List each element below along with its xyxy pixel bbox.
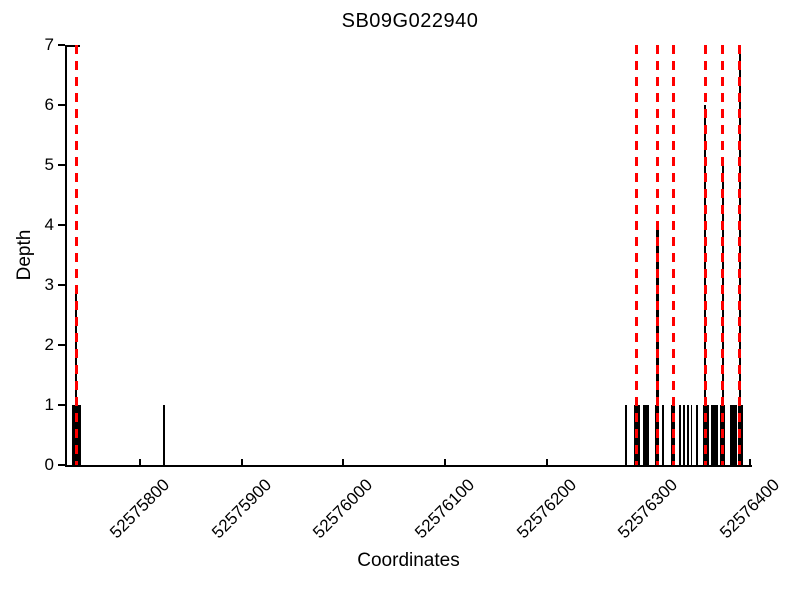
- x-tick-label: 52576300: [614, 475, 682, 543]
- x-tick: [647, 459, 650, 465]
- depth-bar: [683, 405, 685, 465]
- y-tick-label: 7: [44, 35, 54, 54]
- depth-bar: [661, 405, 665, 465]
- y-tick: [58, 404, 65, 406]
- marker-line: [656, 45, 659, 465]
- x-tick: [342, 459, 345, 465]
- depth-bar: [679, 405, 681, 465]
- y-tick-label: 5: [44, 155, 54, 174]
- y-tick: [58, 284, 65, 286]
- y-axis-label: Depth: [14, 229, 35, 281]
- x-tick-label: 52576200: [512, 475, 580, 543]
- y-tick-label: 1: [44, 395, 54, 414]
- depth-bar: [624, 405, 628, 465]
- plot-area: [67, 45, 750, 465]
- y-tick: [58, 164, 65, 166]
- y-tick-label: 0: [44, 455, 54, 474]
- x-tick: [444, 459, 447, 465]
- y-tick: [58, 464, 65, 466]
- x-tick-label: 52576000: [309, 475, 377, 543]
- marker-line: [634, 45, 638, 465]
- y-tick-label: 6: [44, 95, 54, 114]
- marker-line: [721, 45, 725, 465]
- marker-line: [703, 45, 707, 465]
- marker-line: [74, 45, 78, 465]
- x-axis-label: Coordinates: [357, 550, 460, 571]
- x-tick: [240, 459, 243, 465]
- x-tick: [749, 459, 751, 465]
- y-tick-label: 3: [44, 275, 54, 294]
- depth-bar: [695, 405, 698, 465]
- y-tick: [58, 224, 65, 226]
- x-tick-label: 52576400: [716, 475, 784, 543]
- depth-bar: [686, 405, 690, 465]
- marker-line: [738, 45, 742, 465]
- x-tick-label: 52575900: [207, 475, 275, 543]
- y-tick-label: 4: [44, 215, 54, 234]
- depth-bar: [711, 405, 718, 465]
- x-tick-label: 52575800: [106, 475, 174, 543]
- y-tick-label: 2: [44, 335, 54, 354]
- depth-bar: [690, 405, 693, 465]
- y-tick: [58, 344, 65, 346]
- x-tick: [139, 459, 142, 465]
- depth-bar: [730, 405, 738, 465]
- x-tick: [545, 459, 548, 465]
- y-axis-spine: [65, 45, 67, 467]
- chart-title: SB09G022940: [341, 10, 479, 32]
- marker-line: [672, 45, 676, 465]
- x-tick-label: 52576100: [411, 475, 479, 543]
- y-tick: [58, 44, 65, 46]
- x-axis-spine: [65, 465, 752, 467]
- depth-bar: [162, 405, 165, 465]
- y-tick: [58, 104, 65, 106]
- y-axis-top-cap: [67, 45, 80, 47]
- depth-bar: [643, 405, 649, 465]
